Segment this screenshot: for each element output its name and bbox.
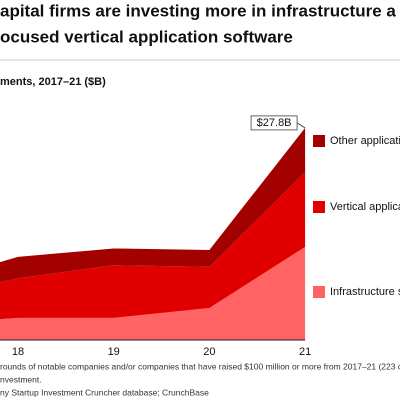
annotation-box <box>250 115 298 131</box>
legend-swatch <box>313 135 325 147</box>
x-tick-label: 18 <box>12 346 24 358</box>
legend-swatch <box>313 201 325 213</box>
footnote: ny Startup Investment Cruncher database;… <box>0 387 209 397</box>
x-tick-label: 20 <box>203 346 215 358</box>
legend-label: Other applicatio <box>330 135 400 147</box>
annotation: $27.8B <box>257 117 292 129</box>
title-line: apital firms are investing more in infra… <box>0 1 396 20</box>
footnote: rounds of notable companies and/or compa… <box>0 361 400 371</box>
subtitle: ments, 2017–21 ($B) <box>0 76 106 88</box>
title-line: ocused vertical application software <box>0 27 293 46</box>
footnote: nvestment. <box>0 374 42 384</box>
area <box>0 172 306 320</box>
area <box>0 246 306 340</box>
legend-swatch <box>313 286 325 298</box>
annotation-leader <box>296 122 306 129</box>
x-tick-label: 19 <box>108 346 120 358</box>
x-tick-label: 21 <box>299 346 311 358</box>
legend-label: Infrastructure so <box>330 286 400 298</box>
area <box>0 127 306 283</box>
legend-label: Vertical applicat <box>330 201 400 213</box>
